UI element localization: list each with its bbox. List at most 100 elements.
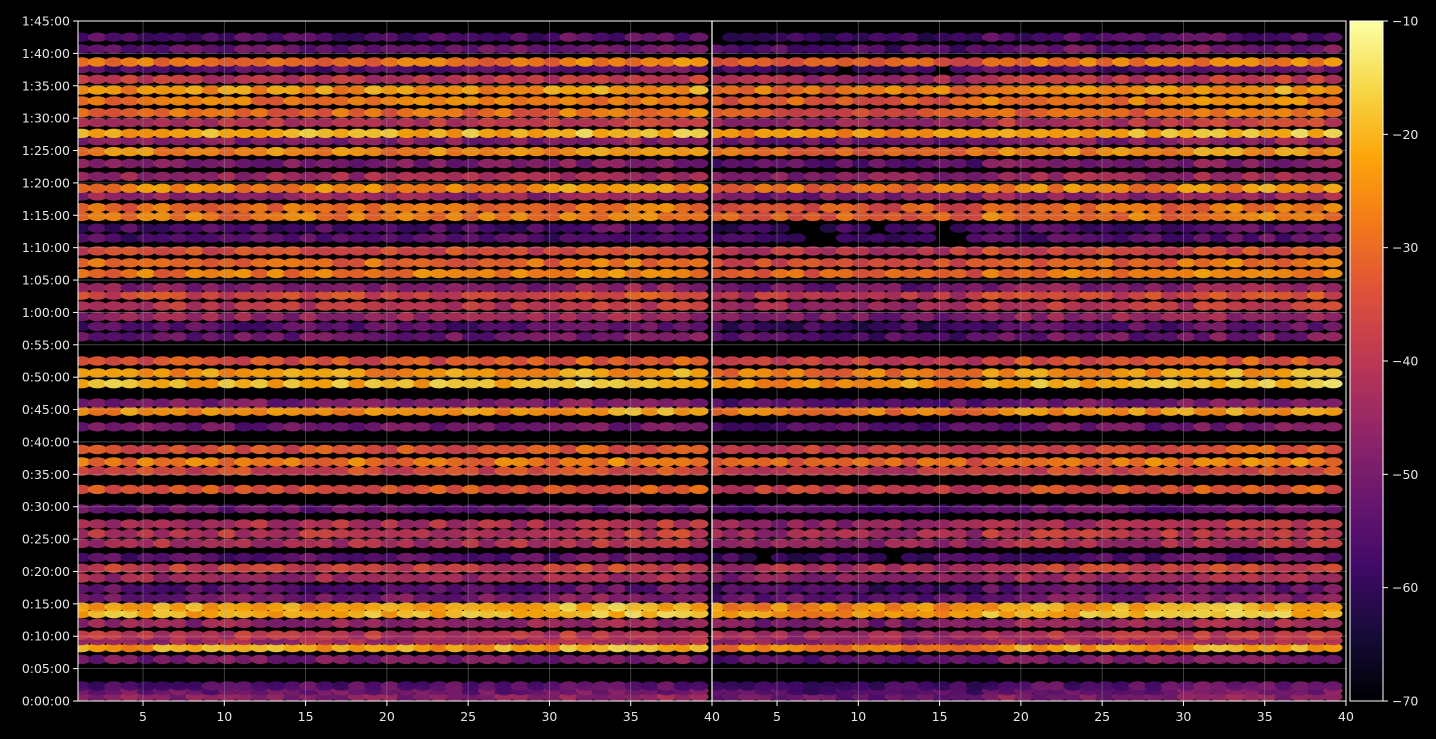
heatmap-cell [624,332,644,342]
heatmap-cell [299,552,319,563]
heatmap-cell [1047,529,1067,539]
heatmap-cell [884,223,904,233]
heatmap-cell [786,642,807,653]
heatmap-cell [689,681,709,691]
heatmap-cell [1209,312,1229,322]
heatmap-cell [266,504,286,514]
heatmap-cell [1323,301,1343,311]
heatmap-cell [152,422,173,432]
heatmap-cell [712,96,725,106]
heatmap-cell [543,268,563,279]
heatmap-cell [754,484,774,495]
heatmap-cell [87,258,108,268]
heatmap-cell [234,563,254,573]
heatmap-cell [413,538,433,549]
heatmap-cell [315,422,335,432]
heatmap-cell [712,504,725,514]
heatmap-cell [1258,96,1278,106]
heatmap-cell [1079,422,1099,432]
heatmap-cell [900,654,920,665]
heatmap-cell [543,422,563,432]
heatmap-cell [1014,654,1034,665]
heatmap-cell [396,608,416,619]
heatmap-cell [429,681,449,691]
heatmap-cell [1258,117,1278,128]
heatmap-cell [1177,85,1197,95]
heatmap-cell [1242,246,1262,256]
heatmap-cell [949,444,969,455]
heatmap-cell [640,538,660,549]
heatmap-cell [120,484,140,495]
heatmap-cell [1323,108,1343,118]
heatmap-cell [1047,158,1067,169]
heatmap-cell [1030,332,1050,342]
heatmap-cell [1209,268,1229,279]
heatmap-cell [1274,398,1294,408]
heatmap-cell [315,246,335,256]
heatmap-cell [396,584,416,594]
heatmap-cell [1323,422,1343,432]
heatmap-cell [1047,268,1067,279]
heatmap-cell [315,191,335,201]
heatmap-cell [1209,211,1229,222]
heatmap-cell [673,63,693,74]
heatmap-cell [982,563,1002,573]
heatmap-cell [494,290,514,300]
heatmap-cell [1193,85,1213,95]
heatmap-cell [673,312,693,322]
heatmap-cell [461,183,481,193]
heatmap-cell [331,146,351,157]
heatmap-cell [1307,630,1327,640]
heatmap-cell [917,191,937,201]
heatmap-cell [835,171,855,182]
heatmap-cell [900,128,920,138]
heatmap-cell [429,136,449,146]
heatmap-cell [608,146,628,157]
heatmap-cell [250,630,270,640]
heatmap-cell [712,57,725,67]
heatmap-cell [461,602,481,612]
heatmap-cell [786,608,807,619]
heatmap-cell [169,529,189,539]
heatmap-cell [413,233,433,243]
heatmap-cell [201,108,221,118]
heatmap-cell [396,282,416,293]
heatmap-cell [712,602,725,612]
heatmap-cell [1307,74,1327,85]
heatmap-cell [624,321,644,332]
heatmap-cell [1323,379,1343,389]
heatmap-cell [998,191,1018,201]
heatmap-cell [543,136,563,146]
heatmap-cell [738,312,758,322]
heatmap-cell [712,211,725,222]
heatmap-cell [478,96,498,106]
heatmap-cell [266,457,286,467]
x-tick-label: 5 [139,709,147,724]
heatmap-cell [461,552,481,563]
heatmap-cell [998,529,1018,539]
heatmap-cell [478,85,498,95]
heatmap-cell [998,584,1018,594]
heatmap-cell [770,233,790,243]
heatmap-cell [1128,444,1148,455]
heatmap-cell [380,398,400,408]
heatmap-cell [1063,146,1083,157]
heatmap-cell [494,32,514,42]
heatmap-cell [712,529,725,539]
heatmap-cell [1307,268,1327,279]
heatmap-cell [1144,44,1164,54]
heatmap-cell [624,584,644,594]
heatmap-cell [673,203,693,213]
heatmap-cell [413,529,433,539]
heatmap-cell [364,519,384,529]
heatmap-cell [1063,602,1083,612]
heatmap-cell [315,457,335,467]
heatmap-cell [933,654,953,665]
heatmap-cell [185,117,205,128]
heatmap-cell [770,32,790,42]
heatmap-cell [445,290,465,300]
heatmap-cell [218,379,238,389]
heatmap-cell [78,233,91,243]
heatmap-cell [201,146,221,157]
heatmap-cell [494,602,514,612]
